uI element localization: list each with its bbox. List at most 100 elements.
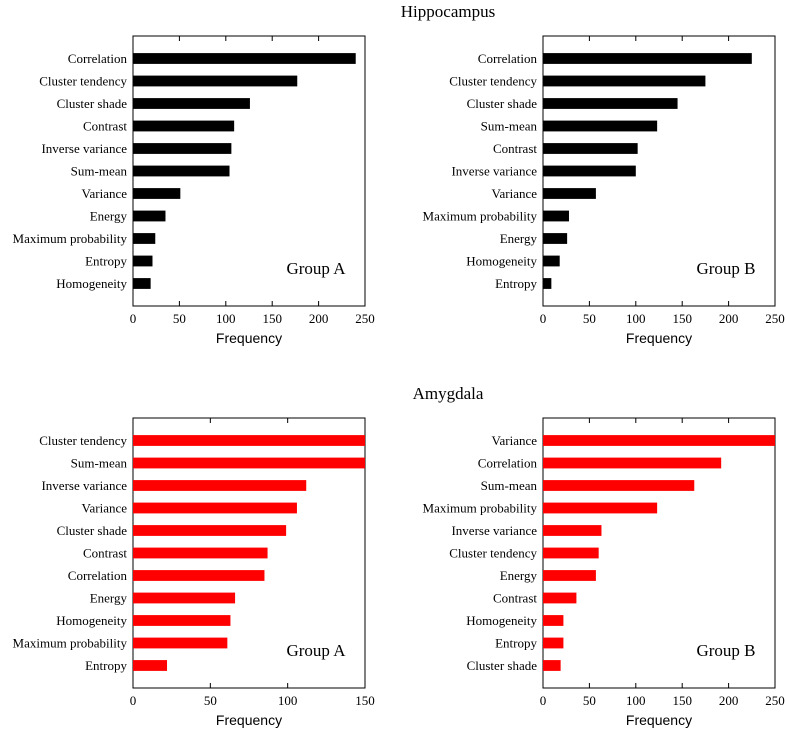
chart-panel-amygdala-group-b: Variance Correlation Sum-mean Maximum proba… [423, 417, 785, 728]
x-axis-label: Frequency [626, 712, 692, 728]
bar-homogeneity [543, 615, 564, 626]
bar-cluster-shade [543, 98, 678, 109]
bar-cluster-shade [133, 98, 250, 109]
x-tick-label: 150 [672, 311, 692, 326]
x-axis-label: Frequency [216, 330, 282, 346]
bar-maximum-probability [543, 502, 658, 514]
category-label-sum-mean: Sum-mean [481, 478, 538, 493]
x-tick-label: 200 [719, 311, 739, 326]
bar-cluster-shade [543, 660, 561, 671]
category-label-cluster-shade: Cluster shade [57, 96, 128, 111]
bar-maximum-probability [133, 637, 228, 649]
chart-panel-amygdala-group-a: Cluster tendency Sum-mean Inverse variance… [13, 417, 375, 728]
x-tick-label: 0 [130, 311, 137, 326]
category-label-energy: Energy [500, 231, 538, 246]
x-tick-label: 0 [130, 693, 137, 708]
bar-correlation [543, 457, 722, 469]
category-label-entropy: Entropy [495, 276, 537, 291]
category-label-maximum-probability: Maximum probability [423, 209, 538, 224]
x-tick-label: 50 [173, 311, 186, 326]
bar-sum-mean [133, 457, 365, 469]
bar-contrast [543, 592, 577, 604]
category-label-inverse-variance: Inverse variance [41, 141, 127, 156]
bar-variance [543, 188, 596, 199]
category-label-inverse-variance: Inverse variance [451, 164, 537, 179]
bar-inverse-variance [133, 143, 232, 154]
bar-correlation [543, 53, 752, 64]
category-label-homogeneity: Homogeneity [56, 613, 127, 628]
x-tick-label: 200 [309, 311, 329, 326]
category-label-energy: Energy [90, 209, 128, 224]
bar-entropy [133, 255, 153, 267]
bar-contrast [133, 547, 268, 559]
bar-maximum-probability [133, 233, 156, 244]
group-annotation: Group B [696, 259, 755, 278]
bar-variance [543, 435, 775, 446]
chart-panel-hippocampus-group-a: Correlation Cluster tendency Cluster shade… [13, 35, 375, 346]
category-label-contrast: Contrast [493, 591, 537, 606]
category-label-correlation: Correlation [478, 51, 538, 66]
bar-homogeneity [543, 255, 560, 267]
category-label-variance: Variance [492, 186, 538, 201]
x-tick-label: 100 [216, 311, 236, 326]
bar-cluster-tendency [543, 547, 599, 559]
x-tick-label: 150 [672, 693, 692, 708]
x-tick-label: 150 [262, 311, 282, 326]
x-axis-label: Frequency [626, 330, 692, 346]
category-label-correlation: Correlation [478, 456, 538, 471]
category-label-maximum-probability: Maximum probability [13, 231, 128, 246]
group-annotation: Group B [696, 641, 755, 660]
x-tick-label: 0 [540, 693, 547, 708]
category-label-sum-mean: Sum-mean [481, 119, 538, 134]
x-tick-label: 200 [719, 693, 739, 708]
bar-sum-mean [543, 120, 658, 132]
x-tick-label: 100 [626, 311, 646, 326]
bar-cluster-tendency [543, 75, 706, 87]
bar-homogeneity [133, 278, 151, 289]
category-label-homogeneity: Homogeneity [466, 254, 537, 269]
bar-energy [543, 233, 568, 244]
category-label-cluster-tendency: Cluster tendency [449, 546, 537, 561]
category-label-contrast: Contrast [83, 119, 127, 134]
bar-cluster-shade [133, 525, 287, 536]
category-label-cluster-shade: Cluster shade [57, 523, 128, 538]
x-tick-label: 50 [204, 693, 217, 708]
bar-inverse-variance [543, 165, 636, 177]
bar-variance [133, 502, 297, 514]
category-label-correlation: Correlation [68, 568, 128, 583]
category-label-maximum-probability: Maximum probability [423, 501, 538, 516]
bar-correlation [133, 570, 265, 581]
x-tick-label: 100 [278, 693, 298, 708]
x-tick-label: 50 [583, 311, 596, 326]
category-label-cluster-shade: Cluster shade [467, 96, 538, 111]
category-label-entropy: Entropy [85, 254, 127, 269]
bar-homogeneity [133, 615, 231, 626]
bar-contrast [543, 143, 638, 154]
category-label-entropy: Entropy [495, 636, 537, 651]
category-label-variance: Variance [492, 433, 538, 448]
category-label-maximum-probability: Maximum probability [13, 636, 128, 651]
bar-energy [543, 570, 596, 581]
x-tick-label: 250 [765, 693, 785, 708]
x-tick-label: 150 [355, 693, 375, 708]
bar-variance [133, 188, 181, 199]
group-annotation: Group A [286, 641, 346, 660]
category-label-energy: Energy [500, 568, 538, 583]
category-label-homogeneity: Homogeneity [56, 276, 127, 291]
bar-inverse-variance [133, 480, 307, 491]
x-axis-label: Frequency [216, 712, 282, 728]
category-label-cluster-tendency: Cluster tendency [449, 74, 537, 89]
category-label-contrast: Contrast [493, 141, 537, 156]
x-tick-label: 250 [355, 311, 375, 326]
section-title-hippocampus: Hippocampus [401, 2, 495, 21]
bar-contrast [133, 120, 235, 132]
category-label-homogeneity: Homogeneity [466, 613, 537, 628]
bar-cluster-tendency [133, 75, 298, 87]
x-tick-label: 250 [765, 311, 785, 326]
category-label-cluster-tendency: Cluster tendency [39, 433, 127, 448]
bar-cluster-tendency [133, 435, 365, 446]
bar-sum-mean [543, 480, 695, 491]
x-tick-label: 50 [583, 693, 596, 708]
bar-energy [133, 210, 166, 222]
